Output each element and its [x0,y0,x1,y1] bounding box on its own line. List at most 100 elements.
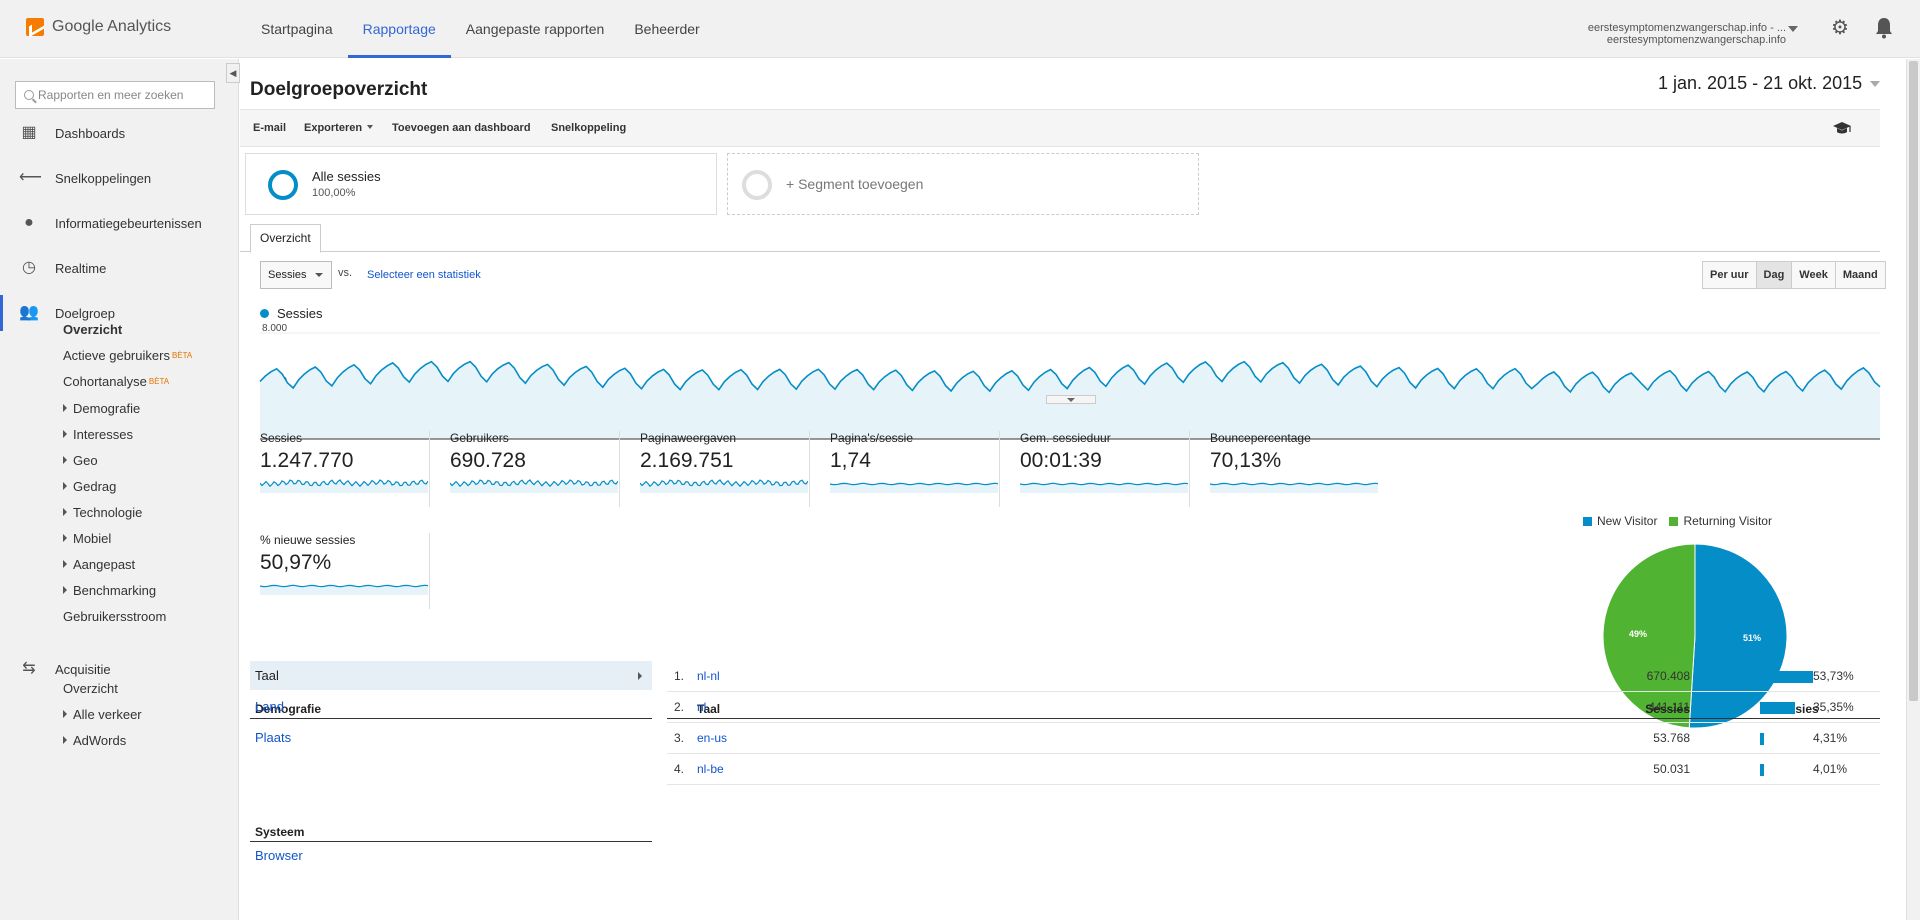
expand-triangle-icon [63,534,67,542]
sidebar-subitem-label: AdWords [73,733,127,748]
export-button[interactable]: Exporteren [304,122,374,134]
demografie-item-taal[interactable]: Taal [250,661,652,690]
kpi-card[interactable]: Bouncepercentage 70,13% [1190,431,1380,507]
main-content: Doelgroepoverzicht 1 jan. 2015 - 21 okt.… [240,59,1920,920]
ga-logo[interactable]: Google Analytics [26,18,171,36]
sidebar-acq-subitem-overzicht[interactable]: Overzicht [63,680,118,698]
sidebar-subitem-benchmarking[interactable]: Benchmarking [63,582,156,600]
kpi-card[interactable]: Gebruikers 690.728 [430,431,620,507]
metric-select-value: Sessies [268,269,307,281]
chart-expand-toggle[interactable] [1046,395,1096,404]
metric-select[interactable]: Sessies [260,261,332,289]
collapse-sidebar-button[interactable]: ◀ [226,63,240,83]
sparkline-line [640,479,808,488]
date-range-picker[interactable]: 1 jan. 2015 - 21 okt. 2015 [1658,73,1881,94]
email-button[interactable]: E-mail [253,122,287,134]
bell-icon[interactable] [1874,17,1894,39]
y-tick-label: 8.000 [262,323,287,334]
sidebar-subitem-label: Interesses [73,427,133,442]
chart-legend: Sessies [260,306,323,321]
topnav-rapportage[interactable]: Rapportage [347,0,451,58]
kpi-card[interactable]: Paginaweergaven 2.169.751 [620,431,810,507]
granularity-dag[interactable]: Dag [1755,262,1792,288]
kpi-card[interactable]: Pagina's/sessie 1,74 [810,431,1000,507]
shortcut-button[interactable]: Snelkoppeling [551,122,627,134]
sidebar-subitem-cohortanalyse[interactable]: Cohortanalyse BÈTA [63,373,169,391]
language-link[interactable]: en-us [697,731,728,745]
expand-triangle-icon [63,456,67,464]
sparkline-area [640,480,808,493]
sidebar-subitem-label: Actieve gebruikers [63,348,170,363]
table-row: 2. nl 441.111 35,35% [667,692,1880,723]
pie-legend: New Visitor Returning Visitor [1583,514,1772,528]
sessions-line-chart[interactable]: 8.0004.000maart 2015mei 2015juli 2015sep… [240,323,1900,443]
sidebar-subitem-demografie[interactable]: Demografie [63,400,140,418]
sidebar-subitem-interesses[interactable]: Interesses [63,426,133,444]
sidebar-subitem-mobiel[interactable]: Mobiel [63,530,111,548]
account-selector[interactable]: eerstesymptomenzwangerschap.info - ... e… [1588,22,1786,46]
language-link[interactable]: nl-be [697,762,724,776]
pie-slice-label: 51% [1743,633,1761,643]
sidebar-subitem-gebruikersstroom[interactable]: Gebruikersstroom [63,608,166,626]
granularity-maand[interactable]: Maand [1834,262,1885,288]
pie-legend-item[interactable]: New Visitor [1583,514,1657,528]
sidebar-item-acquisitie[interactable]: ⇆ Acquisitie [0,657,238,681]
report-search[interactable] [15,81,215,109]
row-index: 3. [674,731,685,745]
tab-overview[interactable]: Overzicht [250,224,321,253]
segment-all-sessions[interactable]: Alle sessies 100,00% [245,153,717,215]
sidebar-item-doelgroep[interactable]: 👥 Doelgroep [0,295,238,331]
sidebar-subitem-aangepast[interactable]: Aangepast [63,556,135,574]
sessions-line [259,360,1881,394]
kpi-card[interactable]: % nieuwe sessies 50,97% [240,533,430,609]
systeem-item-browser[interactable]: Browser [255,848,303,862]
sidebar-subitem-label: Mobiel [73,531,112,546]
sidebar-acq-subitem-alle-verkeer[interactable]: Alle verkeer [63,706,142,724]
chevron-down-icon[interactable] [1788,26,1798,32]
language-link[interactable]: nl [697,700,707,714]
granularity-week[interactable]: Week [1791,262,1835,288]
sidebar-subitem-label: Overzicht [63,681,118,696]
sidebar-subitem-gedrag[interactable]: Gedrag [63,478,116,496]
pie-legend-item[interactable]: Returning Visitor [1669,514,1772,528]
sidebar-item-label: Dashboards [55,125,126,141]
search-input[interactable] [38,88,208,102]
kpi-card[interactable]: Gem. sessieduur 00:01:39 [1000,431,1190,507]
kpi-name: % nieuwe sessies [260,533,356,547]
kpi-sparkline [1020,482,1188,493]
sidebar-item-informatiegebeurtenissen[interactable]: ● Informatiegebeurtenissen [0,211,238,235]
sidebar-item-realtime[interactable]: ◷ Realtime [0,256,238,280]
select-statistic-link[interactable]: Selecteer een statistiek [367,269,481,281]
topnav-aangepaste-rapporten[interactable]: Aangepaste rapporten [465,21,605,37]
sidebar-subitem-technologie[interactable]: Technologie [63,504,142,522]
language-link[interactable]: nl-nl [697,669,720,683]
gear-icon[interactable]: ⚙ [1831,17,1849,39]
sidebar-item-dashboards[interactable]: ▦ Dashboards [0,121,238,145]
page-scrollbar[interactable] [1906,59,1920,920]
sidebar-subitem-overzicht[interactable]: Overzicht [63,321,122,339]
granularity-per-uur[interactable]: Per uur [1703,262,1756,288]
kpi-card[interactable]: Sessies 1.247.770 [240,431,430,507]
sidebar-subitem-label: Cohortanalyse [63,374,147,389]
add-to-dashboard-button[interactable]: Toevoegen aan dashboard [392,122,531,134]
sidebar-subitem-geo[interactable]: Geo [63,452,98,470]
sidebar-subitem-label: Overzicht [63,322,123,337]
sparkline-line [260,584,428,588]
sidebar-subitem-actieve-gebruikers[interactable]: Actieve gebruikers BÈTA [63,347,192,365]
sidebar-item-snelkoppelingen[interactable]: ⟵ Snelkoppelingen [0,166,238,190]
kpi-value: 50,97% [260,551,332,574]
demografie-item-plaats[interactable]: Plaats [250,723,652,752]
scrollbar-thumb[interactable] [1909,61,1918,701]
visitor-pie-chart[interactable]: 51% 49% [1600,541,1790,731]
share-bar [1760,671,1813,683]
demografie-item-land[interactable]: Land [250,692,652,721]
add-segment-button[interactable]: + Segment toevoegen [727,153,1199,215]
grid-icon: ▦ [21,124,37,141]
topnav-startpagina[interactable]: Startpagina [261,21,333,37]
topnav-beheerder[interactable]: Beheerder [634,21,700,37]
sidebar-item-label: Acquisitie [55,661,111,677]
demografie-heading: Demografie [250,699,652,719]
graduation-cap-icon[interactable] [1832,121,1852,135]
chevron-down-icon [315,273,323,277]
sidebar-acq-subitem-adwords[interactable]: AdWords [63,732,126,750]
